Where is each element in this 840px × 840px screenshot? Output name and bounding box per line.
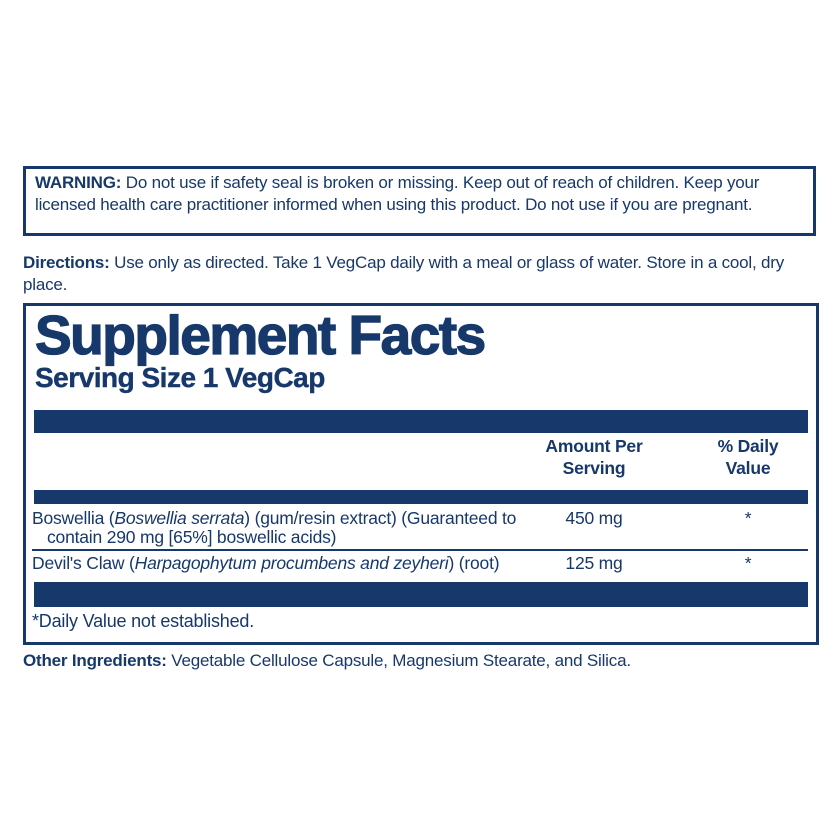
supplement-facts-title: Supplement Facts xyxy=(34,304,487,366)
divider-bar-bottom xyxy=(34,582,808,607)
other-ingredients: Other Ingredients: Vegetable Cellulose C… xyxy=(23,650,818,671)
ingredient-amount: 125 mg xyxy=(565,553,623,573)
other-ingredients-paragraph: Other Ingredients: Vegetable Cellulose C… xyxy=(23,650,818,671)
serving-size: Serving Size 1 VegCap xyxy=(35,362,326,393)
ingredient-daily-value: * xyxy=(744,508,752,528)
ingredient-rows: Boswellia (Boswellia serrata) (gum/resin… xyxy=(32,506,808,575)
other-ingredients-text: Vegetable Cellulose Capsule, Magnesium S… xyxy=(171,651,631,670)
facts-column-headers: Amount Per Serving % Daily Value xyxy=(26,435,816,487)
directions: Directions: Use only as directed. Take 1… xyxy=(23,252,818,295)
other-ingredients-label: Other Ingredients: xyxy=(23,651,167,670)
divider-bar-below-headers xyxy=(34,490,808,504)
directions-label: Directions: xyxy=(23,253,110,272)
ingredient-daily-value: * xyxy=(744,553,752,573)
column-header-percent-daily-value: % Daily Value xyxy=(717,436,779,478)
supplement-facts-panel: Supplement Facts Serving Size 1 VegCap A… xyxy=(23,303,819,645)
ingredient-name: Devil's Claw (Harpagophytum procumbens a… xyxy=(32,553,500,573)
warning-paragraph: WARNING: Do not use if safety seal is br… xyxy=(35,172,804,215)
directions-text: Use only as directed. Take 1 VegCap dail… xyxy=(23,253,785,294)
warning-text: Do not use if safety seal is broken or m… xyxy=(35,173,760,214)
warning-label: WARNING: xyxy=(35,173,122,192)
ingredient-row: Boswellia (Boswellia serrata) (gum/resin… xyxy=(32,506,808,549)
ingredient-name: Boswellia (Boswellia serrata) (gum/resin… xyxy=(32,508,517,547)
divider-bar-top xyxy=(34,410,808,433)
ingredient-amount: 450 mg xyxy=(565,508,623,528)
directions-paragraph: Directions: Use only as directed. Take 1… xyxy=(23,252,818,295)
column-header-amount-per-serving: Amount Per Serving xyxy=(545,436,643,478)
daily-value-footnote: *Daily Value not established. xyxy=(32,611,255,631)
ingredient-row: Devil's Claw (Harpagophytum procumbens a… xyxy=(32,549,808,575)
warning-box: WARNING: Do not use if safety seal is br… xyxy=(23,166,816,236)
